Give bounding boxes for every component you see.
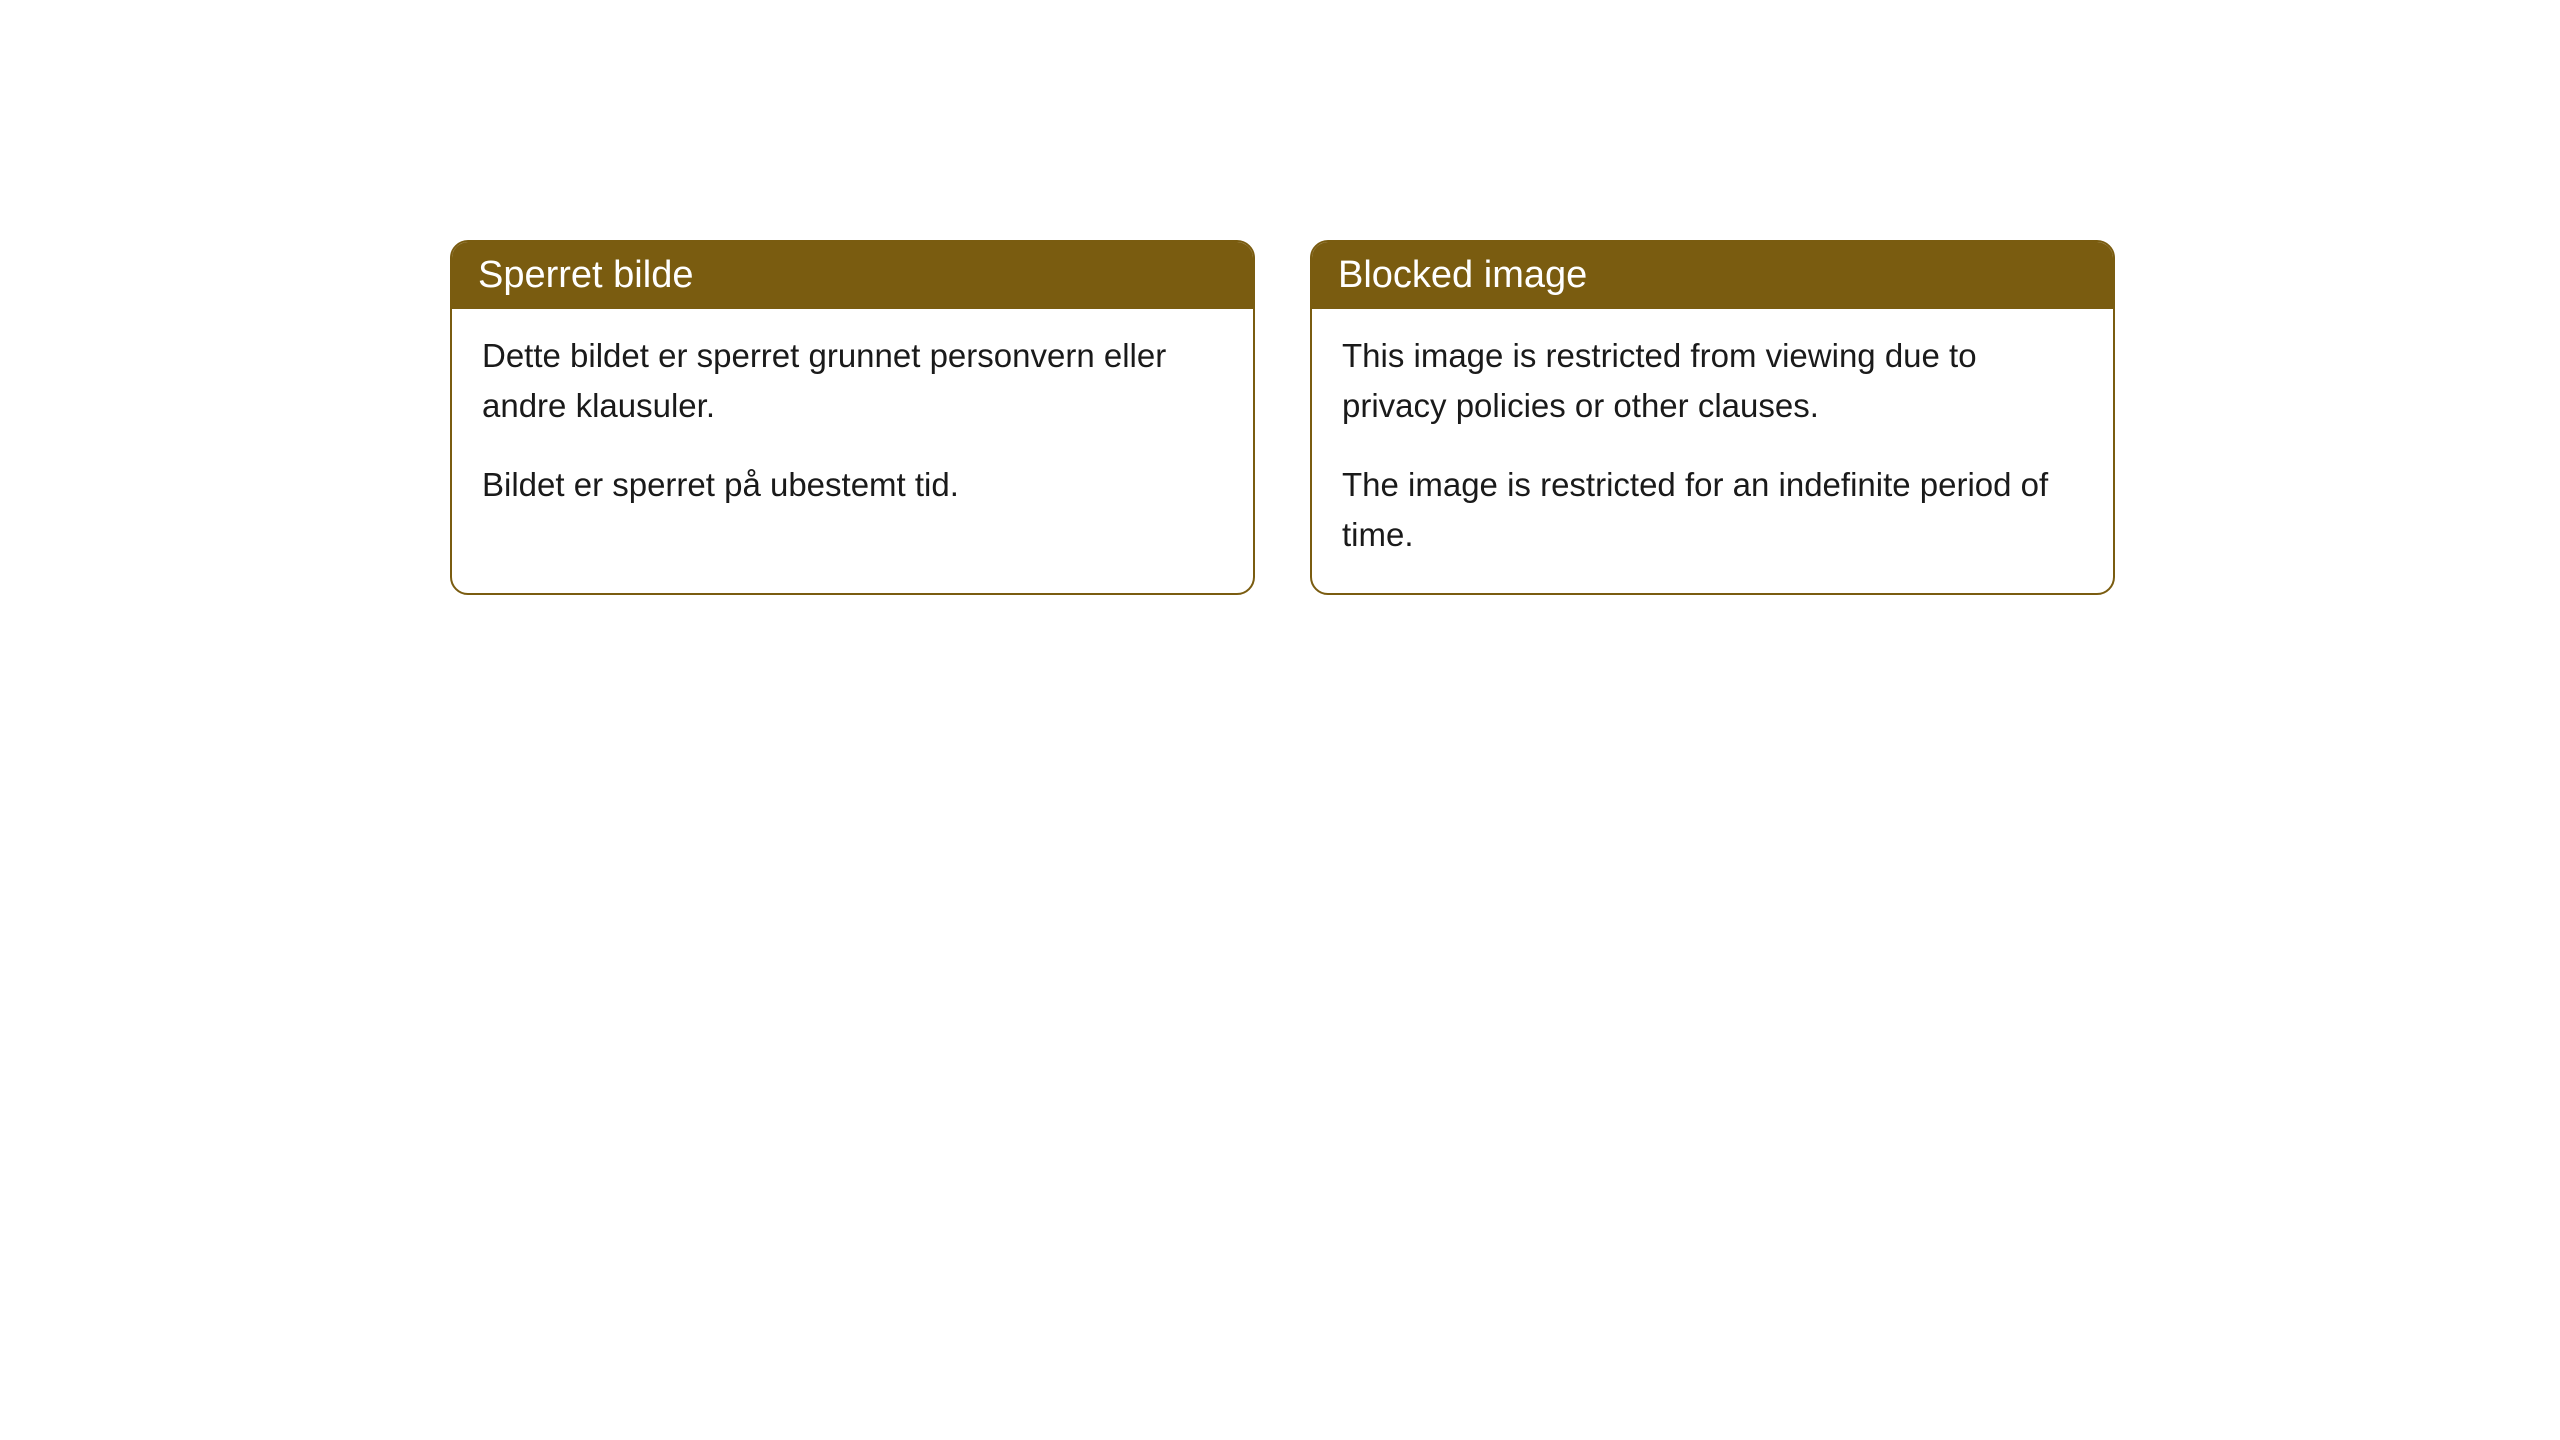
card-para2-no: Bildet er sperret på ubestemt tid. (482, 460, 1223, 510)
blocked-image-card-en: Blocked image This image is restricted f… (1310, 240, 2115, 595)
card-para1-en: This image is restricted from viewing du… (1342, 331, 2083, 430)
blocked-image-card-no: Sperret bilde Dette bildet er sperret gr… (450, 240, 1255, 595)
card-body-no: Dette bildet er sperret grunnet personve… (452, 309, 1253, 544)
cards-container: Sperret bilde Dette bildet er sperret gr… (0, 0, 2560, 595)
card-header-en: Blocked image (1312, 242, 2113, 309)
card-para1-no: Dette bildet er sperret grunnet personve… (482, 331, 1223, 430)
card-header-no: Sperret bilde (452, 242, 1253, 309)
card-body-en: This image is restricted from viewing du… (1312, 309, 2113, 593)
card-title-en: Blocked image (1338, 254, 1587, 296)
card-para2-en: The image is restricted for an indefinit… (1342, 460, 2083, 559)
card-title-no: Sperret bilde (478, 254, 693, 296)
